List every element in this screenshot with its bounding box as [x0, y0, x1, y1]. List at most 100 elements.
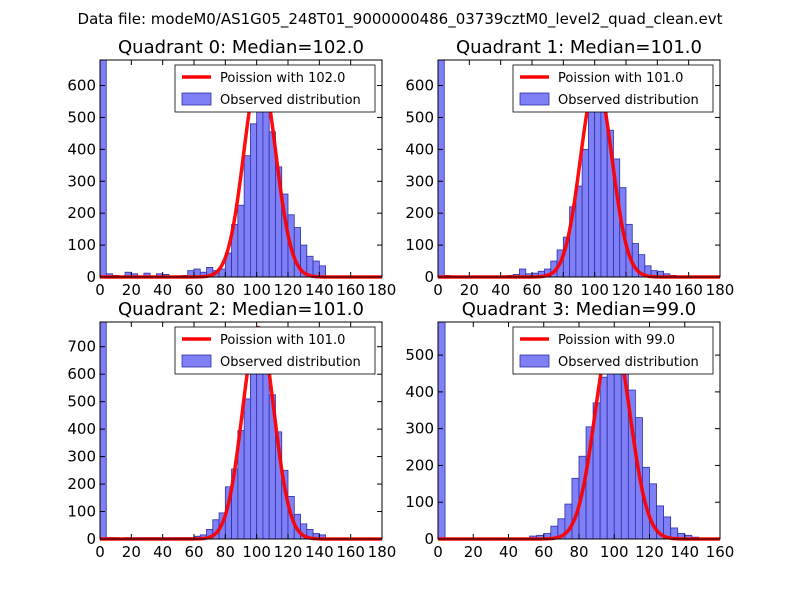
q0-xtick-label: 140: [305, 281, 334, 299]
q3-ytick-label: 400: [405, 383, 434, 401]
q0-bar-24: [249, 123, 258, 278]
q0-ytick-label: 200: [67, 204, 96, 222]
q0-xtick-label: 40: [153, 281, 172, 299]
q3-xtick-label: 80: [569, 543, 588, 561]
q1-legend-label-fit: Poission with 101.0: [558, 71, 683, 86]
q3-ytick-label: 100: [405, 493, 434, 511]
q0-xtick-label: 180: [368, 281, 397, 299]
q1-ytick-label: 0: [424, 268, 434, 286]
q1-ytick-label: 500: [405, 108, 434, 126]
q3-xtick-label: 20: [464, 543, 483, 561]
q0-xtick-label: 60: [184, 281, 203, 299]
q2-ytick-label: 500: [67, 393, 96, 411]
q1-xtick-label: 180: [706, 281, 735, 299]
q3-legend-patch-swatch: [519, 354, 550, 368]
q1-ytick-label: 200: [405, 204, 434, 222]
q3-legend-label-observed: Observed distribution: [558, 355, 699, 370]
q0-bar-34: [312, 260, 320, 278]
q1-xtick-label: 160: [674, 281, 703, 299]
q0-bar-23: [243, 155, 251, 278]
q2-ytick-label: 600: [67, 365, 96, 383]
q2-xtick-label: 160: [336, 543, 365, 561]
q1-title: Quadrant 1: Median=101.0: [456, 37, 702, 58]
q2-bar-0: [99, 321, 107, 540]
q2-xtick-label: 180: [368, 543, 397, 561]
q3-bar-23: [599, 376, 608, 540]
q1-bar-22: [575, 185, 583, 278]
q3-xtick-label: 160: [706, 543, 735, 561]
q0-legend-patch-swatch: [181, 92, 212, 106]
q0-ytick-label: 400: [67, 140, 96, 158]
q2-xtick-label: 100: [242, 543, 271, 561]
q2-bar-24: [249, 368, 258, 540]
q2-ytick-label: 300: [67, 448, 96, 466]
q0-ytick-label: 0: [86, 268, 96, 286]
quadrant-2-panel: 0 20 40 60 80 100 120 140 160 1800100200300400500…: [67, 299, 396, 561]
q2-bar-23: [243, 398, 251, 540]
q0-xtick-label: 80: [216, 281, 235, 299]
q3-xtick-label: 100: [600, 543, 629, 561]
q1-xtick-label: 0: [433, 281, 443, 299]
q1-xtick-label: 100: [580, 281, 609, 299]
q1-xtick-label: 80: [554, 281, 573, 299]
q2-xtick-label: 140: [305, 543, 334, 561]
q1-axes-frame: [437, 59, 721, 278]
q1-ytick-label: 400: [405, 140, 434, 158]
q3-bar-0: [437, 321, 446, 540]
q2-title: Quadrant 2: Median=101.0: [118, 299, 364, 320]
q1-bar-23: [581, 148, 589, 278]
q0-xtick-label: 0: [95, 281, 105, 299]
q2-xtick-label: 120: [274, 543, 303, 561]
q0-ytick-label: 600: [67, 77, 96, 95]
q1-xtick-label: 40: [491, 281, 510, 299]
q3-ytick-label: 0: [424, 530, 434, 548]
q0-xtick-label: 160: [336, 281, 365, 299]
q3-ytick-label: 200: [405, 456, 434, 474]
q3-xtick-label: 0: [433, 543, 443, 561]
q1-ytick-label: 300: [405, 172, 434, 190]
q1-xtick-label: 120: [612, 281, 641, 299]
q2-xtick-label: 20: [122, 543, 141, 561]
q0-legend-label-observed: Observed distribution: [220, 93, 361, 108]
q3-ytick-label: 300: [405, 420, 434, 438]
q0-legend-label-fit: Poission with 102.0: [220, 71, 345, 86]
q1-bar-0: [437, 59, 445, 278]
q3-xtick-label: 40: [499, 543, 518, 561]
q0-ytick-label: 500: [67, 108, 96, 126]
q1-xtick-label: 20: [460, 281, 479, 299]
q1-legend-label-observed: Observed distribution: [558, 93, 699, 108]
q1-bar-24: [587, 104, 596, 278]
q2-ytick-label: 200: [67, 475, 96, 493]
quadrant-1-panel: 0 20 40 60 80 100 120 140 160 1800100200300400500…: [405, 37, 734, 299]
q0-ytick-label: 300: [67, 172, 96, 190]
figure-suptitle: Data file: modeM0/AS1G05_248T01_90000004…: [78, 10, 723, 29]
quadrant-0-panel: 0 20 40 60 80 100 120 140 160 1800100200300400500…: [67, 37, 396, 299]
q2-bar-26: [262, 351, 270, 540]
q0-title: Quadrant 0: Median=102.0: [118, 37, 364, 58]
q2-legend-label-fit: Poission with 101.0: [220, 333, 345, 348]
q2-legend-label-observed: Observed distribution: [220, 355, 361, 370]
q2-axes-frame: [99, 321, 383, 540]
q0-xtick-label: 100: [242, 281, 271, 299]
q2-ytick-label: 100: [67, 503, 96, 521]
q1-xtick-label: 140: [643, 281, 672, 299]
q3-title: Quadrant 3: Median=99.0: [462, 299, 697, 320]
q0-ytick-label: 100: [67, 236, 96, 254]
q3-legend-label-fit: Poission with 99.0: [558, 333, 675, 348]
q2-xtick-label: 60: [184, 543, 203, 561]
q1-ytick-label: 600: [405, 77, 434, 95]
q2-xtick-label: 0: [95, 543, 105, 561]
q2-ytick-label: 400: [67, 420, 96, 438]
q3-xtick-label: 120: [635, 543, 664, 561]
q2-xtick-label: 40: [153, 543, 172, 561]
q0-bar-22: [237, 204, 245, 278]
q2-ytick-label: 0: [86, 530, 96, 548]
q2-xtick-label: 80: [216, 543, 235, 561]
q0-xtick-label: 20: [122, 281, 141, 299]
q3-xtick-label: 60: [534, 543, 553, 561]
q0-xtick-label: 120: [274, 281, 303, 299]
quadrant-3-panel: 0 20 40 60 80 100 120 140 160 0 100 200 300 400 500 Qua…: [405, 299, 734, 561]
q0-bar-25: [256, 102, 264, 278]
q1-xtick-label: 60: [522, 281, 541, 299]
